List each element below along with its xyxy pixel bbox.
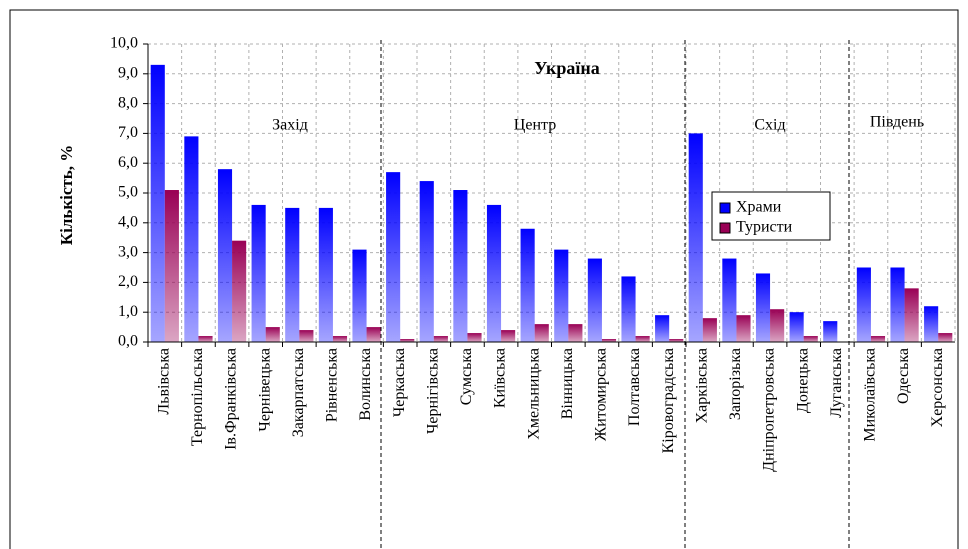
grid [148,43,956,343]
annotation: Захід [272,117,308,134]
legend-label: Туристи [736,219,793,236]
y-tick-label: 4,0 [118,213,138,230]
x-tick-label: Дніпропетровська [761,348,778,472]
x-tick-label: Одеська [895,348,912,404]
bar [285,207,300,342]
bar [823,321,838,342]
bar [568,324,583,342]
y-tick-label: 1,0 [118,303,138,320]
bar [433,336,448,342]
x-tick-label: Волинська [357,348,374,421]
bar [924,306,939,342]
bar [803,336,818,342]
y-tick-label: 10,0 [110,35,138,52]
bar [736,315,751,342]
x-tick-label: Запорізька [727,348,744,420]
y-tick-label: 9,0 [118,64,138,81]
annotation: Південь [870,114,924,131]
bar [621,276,636,342]
x-tick-label: Харківська [693,348,710,423]
x-tick-label: Тернопільська [189,348,206,446]
y-tick-label: 5,0 [118,184,138,201]
bar [318,207,333,342]
x-tick-label: Херсонська [929,348,946,427]
x-tick-label: Хмельницька [525,348,542,440]
bar [198,336,213,342]
bar [164,190,179,342]
bar [467,333,482,342]
annotation: Схід [754,117,785,134]
bar [870,336,886,342]
legend-label: Храми [736,199,782,216]
bar [655,315,670,342]
annotation: Центр [514,117,556,134]
x-tick-label: Миколаївська [862,348,879,442]
x-tick-label: Чернігівська [424,348,441,434]
bar [587,258,602,342]
bar [332,336,348,342]
x-tick-label: Черкаська [391,348,408,417]
bar [554,249,569,342]
legend-box [711,191,831,241]
bar [150,64,165,343]
x-tick-label: Ів.Франківська [223,348,240,450]
legend-swatch [719,222,731,234]
bar [520,228,535,342]
bar [419,181,434,342]
legend-swatch [719,202,731,214]
bar [938,333,953,342]
y-tick-label: 2,0 [118,273,138,290]
y-tick-label: 0,0 [118,333,138,350]
bar [299,330,314,342]
bar [789,312,804,342]
x-tick-label: Львівська [155,348,172,415]
bar [722,258,737,342]
bar [904,288,919,342]
x-tick-label: Житомирська [593,348,610,441]
y-axis-label: Кількість, % [57,145,76,245]
bar [400,339,415,342]
bar [856,267,871,342]
x-tick-label: Київська [492,348,509,408]
y-tick-label: 3,0 [118,243,138,260]
bar [501,330,516,342]
bar [635,336,650,342]
bar [702,318,717,342]
bar [688,133,703,342]
y-tick-label: 8,0 [118,94,138,111]
bar [453,190,468,342]
bar [232,240,247,342]
bar [251,204,266,342]
bar [265,327,280,342]
legend: Храми Туристи [711,191,831,241]
bar [890,267,905,342]
x-tick-label: Донецька [794,348,811,413]
bar [352,249,367,342]
annotation: Україна [534,58,600,78]
y-tick-label: 7,0 [118,124,138,141]
x-tick-label: Сумська [458,348,475,405]
x-tick-label: Закарпатська [290,348,307,437]
bar [755,273,771,342]
bar [184,136,199,342]
bars [150,64,953,343]
bar [217,169,233,342]
bar [770,309,785,342]
y-tick-label: 6,0 [118,154,138,171]
x-tick-label: Кіровоградська [660,348,677,453]
x-tick-label: Рівненська [324,348,341,422]
bar [534,324,549,342]
bar [386,172,401,342]
bar [601,339,617,342]
bar [669,339,684,342]
x-tick-label: Чернівецька [256,348,273,432]
x-tick-label: Вінницька [559,348,576,419]
x-tick-label: Луганська [828,348,845,418]
x-tick-label: Полтавська [626,348,643,426]
bar [366,327,381,342]
bar [486,204,502,342]
